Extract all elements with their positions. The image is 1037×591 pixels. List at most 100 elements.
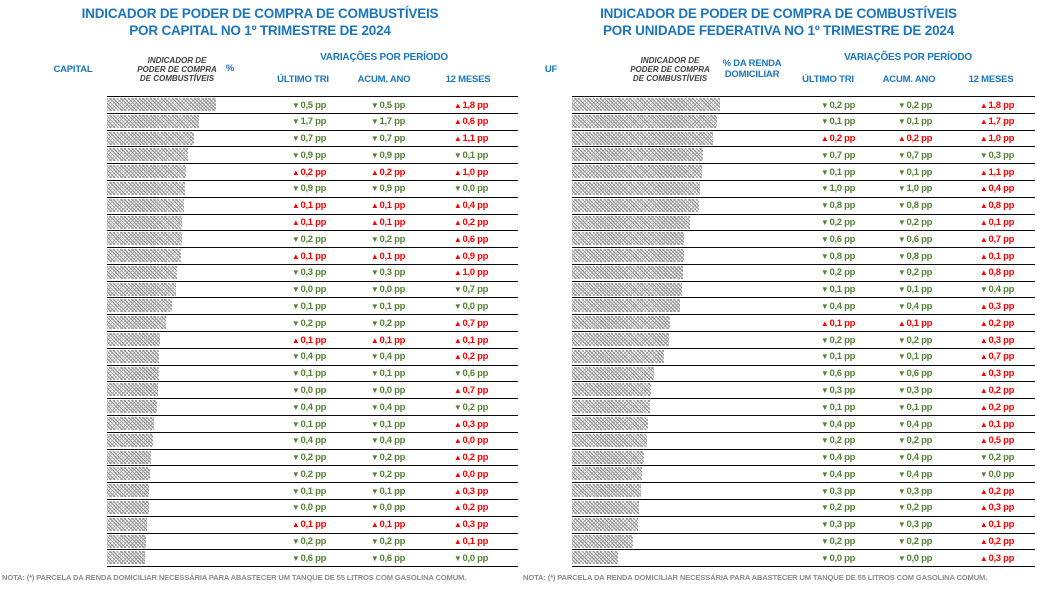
variation-value: ▼0,2 pp (370, 536, 406, 548)
down-triangle-icon: ▼ (897, 369, 906, 379)
variation-value: ▼0,0 pp (453, 300, 489, 312)
up-triangle-icon: ▲ (979, 369, 988, 379)
row-separator (107, 415, 518, 416)
down-triangle-icon: ▼ (291, 486, 300, 496)
variation-value: ▼0,2 pp (291, 536, 327, 548)
variation-value: ▼0,7 pp (370, 133, 406, 145)
down-triangle-icon: ▼ (370, 453, 379, 463)
variation-value: ▼0,4 pp (820, 452, 856, 464)
variation-value: ▲0,0 pp (453, 468, 489, 480)
down-triangle-icon: ▼ (897, 167, 906, 177)
variation-value: ▲0,2 pp (453, 351, 489, 363)
row-separator (572, 566, 1035, 568)
variation-value: ▲1,7 pp (979, 116, 1015, 128)
capitals-note: NOTA: (*) PARCELA DA RENDA DOMICILIAR NE… (2, 573, 467, 582)
up-triangle-icon: ▲ (370, 218, 379, 228)
col-header-percent-renda: % DA RENDA DOMICILIAR (722, 58, 782, 80)
indicator-bar (107, 98, 216, 111)
indicator-bar (107, 500, 149, 514)
variation-value: ▼0,1 pp (370, 300, 406, 312)
up-triangle-icon: ▲ (453, 503, 462, 513)
variation-value: ▼0,1 pp (370, 418, 406, 430)
down-triangle-icon: ▼ (370, 285, 379, 295)
variation-value: ▲0,2 pp (979, 485, 1015, 497)
down-triangle-icon: ▼ (897, 268, 906, 278)
variation-value: ▲0,2 pp (897, 133, 933, 145)
row-separator (572, 398, 1035, 400)
row-separator (572, 331, 1035, 333)
up-triangle-icon: ▲ (979, 419, 988, 429)
indicator-bar (572, 400, 650, 414)
variation-value: ▼1,7 pp (370, 116, 406, 128)
up-triangle-icon: ▲ (453, 234, 462, 244)
variation-value: ▼0,1 pp (897, 284, 933, 296)
down-triangle-icon: ▼ (370, 234, 379, 244)
row-separator (107, 297, 518, 299)
down-triangle-icon: ▼ (897, 201, 906, 211)
down-triangle-icon: ▼ (820, 520, 829, 530)
variation-value: ▼0,1 pp (820, 116, 856, 128)
variation-value: ▼0,4 pp (370, 351, 406, 363)
indicator-bar (572, 467, 642, 481)
row-separator (107, 498, 518, 500)
up-triangle-icon: ▲ (453, 268, 462, 278)
up-triangle-icon: ▲ (979, 234, 988, 244)
variation-value: ▼0,1 pp (370, 485, 406, 497)
variation-value: ▲0,3 pp (979, 368, 1015, 380)
row-separator (572, 96, 1035, 97)
variation-value: ▼0,6 pp (820, 368, 856, 380)
variation-value: ▼0,2 pp (291, 233, 327, 245)
row-separator (572, 146, 1035, 148)
variation-value: ▼0,4 pp (291, 401, 327, 413)
variation-value: ▼0,1 pp (453, 149, 489, 161)
down-triangle-icon: ▼ (820, 301, 829, 311)
indicator-bar (572, 98, 720, 111)
down-triangle-icon: ▼ (820, 234, 829, 244)
down-triangle-icon: ▼ (291, 134, 300, 144)
variation-value: ▲0,2 pp (979, 384, 1015, 396)
col-header-uf: UF (544, 64, 558, 75)
down-triangle-icon: ▼ (370, 184, 379, 194)
variation-value: ▼0,0 pp (979, 468, 1015, 480)
variation-value: ▼0,2 pp (820, 334, 856, 346)
row-separator (572, 163, 1035, 165)
variation-value: ▼0,0 pp (370, 502, 406, 514)
variation-value: ▲0,1 pp (370, 250, 406, 262)
down-triangle-icon: ▼ (453, 402, 462, 412)
row-separator (107, 364, 518, 366)
variation-value: ▲0,4 pp (979, 183, 1015, 195)
row-separator (572, 347, 1035, 349)
indicator-bar (107, 148, 188, 162)
up-triangle-icon: ▲ (820, 318, 829, 328)
indicator-bar (107, 417, 154, 430)
row-separator (572, 213, 1035, 215)
row-separator (107, 566, 518, 568)
row-separator (107, 263, 518, 265)
down-triangle-icon: ▼ (291, 285, 300, 295)
row-separator (572, 129, 1035, 131)
variation-value: ▲0,9 pp (453, 250, 489, 262)
variation-value: ▼0,4 pp (291, 351, 327, 363)
variation-value: ▼0,3 pp (370, 267, 406, 279)
variation-value: ▲0,6 pp (453, 116, 489, 128)
indicator-bar (107, 282, 176, 296)
variation-value: ▲0,8 pp (979, 200, 1015, 212)
variation-value: ▼0,1 pp (291, 418, 327, 430)
variation-value: ▲0,2 pp (453, 502, 489, 514)
row-separator (107, 381, 518, 383)
down-triangle-icon: ▼ (370, 385, 379, 395)
indicator-bar (107, 383, 158, 397)
down-triangle-icon: ▼ (370, 134, 379, 144)
variation-value: ▼0,2 pp (820, 99, 856, 111)
down-triangle-icon: ▼ (291, 469, 300, 479)
indicator-bar (107, 551, 145, 565)
variation-value: ▲0,3 pp (453, 418, 489, 430)
variation-value: ▼0,4 pp (897, 418, 933, 430)
variation-value: ▲0,7 pp (979, 233, 1015, 245)
up-triangle-icon: ▲ (979, 352, 988, 362)
col-header-ultimo-tri-right: ÚLTIMO TRI (802, 74, 854, 85)
row-separator (107, 448, 518, 450)
variation-value: ▼0,8 pp (897, 250, 933, 262)
up-triangle-icon: ▲ (897, 134, 906, 144)
